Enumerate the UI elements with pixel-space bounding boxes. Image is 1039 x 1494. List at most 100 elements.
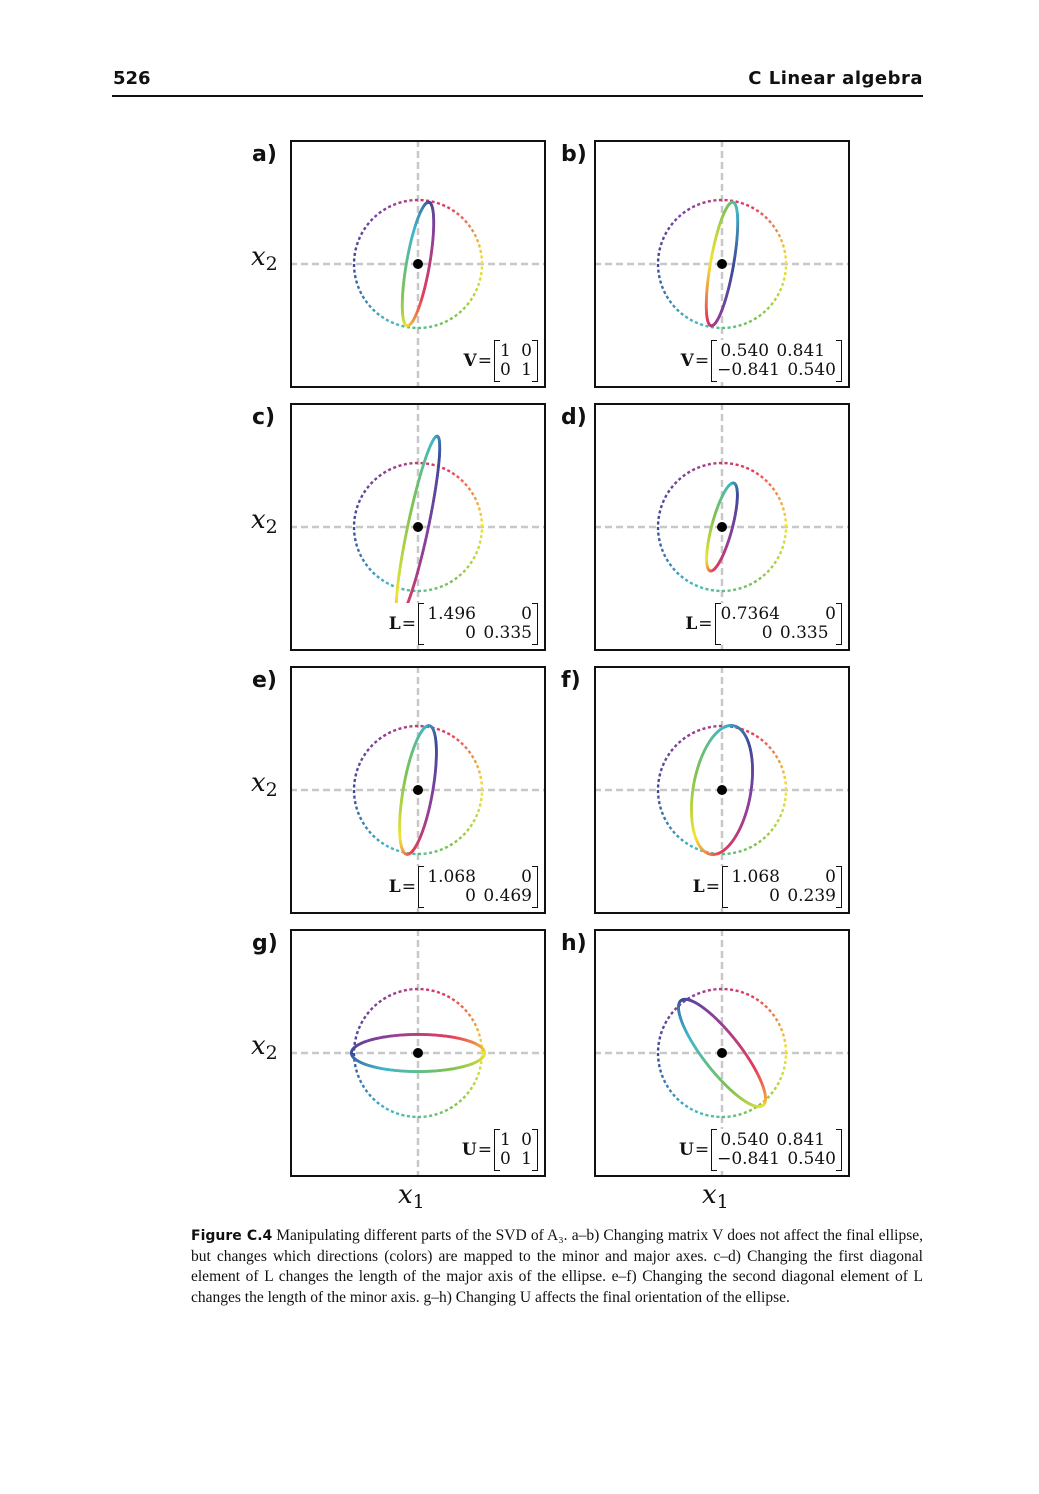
circle-segment <box>475 238 480 243</box>
transformed-ellipse <box>705 481 739 573</box>
circle-segment <box>475 501 480 506</box>
plot-panel: L = 1.496 0 0 0.335 <box>290 403 546 651</box>
y-label-sub: 2 <box>265 1042 278 1064</box>
panel-letter: d) <box>561 405 587 430</box>
circle-segment <box>666 226 671 231</box>
circle-segment <box>477 507 481 511</box>
circle-segment <box>371 834 376 839</box>
circle-segment <box>682 473 687 478</box>
origin-dot <box>413 785 423 795</box>
circle-segment <box>757 313 762 318</box>
circle-segment <box>473 759 478 764</box>
circle-segment <box>748 845 753 850</box>
matrix-cell: 0.540 <box>720 1130 770 1150</box>
circle-segment <box>777 759 782 764</box>
circle-segment <box>368 1093 372 1098</box>
circle-segment <box>748 1108 753 1113</box>
circle-segment <box>466 564 470 569</box>
transformed-ellipse <box>677 997 767 1109</box>
circle-segment <box>382 996 387 1001</box>
circle-segment <box>380 578 385 583</box>
circle-segment <box>740 464 745 468</box>
matrix-label: V = 1 0 0 1 <box>463 340 538 382</box>
circle-segment <box>738 849 742 853</box>
matrix-cell: 0.540 <box>787 1149 836 1169</box>
circle-segment <box>691 204 696 209</box>
circle-segment <box>675 834 680 839</box>
matrix-cell: 0 <box>825 867 836 887</box>
circle-segment <box>670 748 674 753</box>
circle-segment <box>753 579 758 584</box>
circle-segment <box>672 830 676 835</box>
origin-dot <box>413 522 423 532</box>
circle-segment <box>451 471 456 476</box>
circle-segment <box>390 1109 395 1114</box>
circle-segment <box>358 290 363 295</box>
circle-segment <box>660 1074 665 1079</box>
circle-segment <box>658 1036 662 1040</box>
circle-segment <box>684 315 689 320</box>
circle-segment <box>353 1063 357 1068</box>
plot-area <box>596 668 848 912</box>
circle-segment <box>382 207 387 212</box>
origin-dot <box>717 785 727 795</box>
circle-segment <box>677 214 682 218</box>
matrix-cell: 1 <box>500 1130 511 1150</box>
circle-segment <box>659 806 663 810</box>
origin-dot <box>413 259 423 269</box>
circle-segment <box>462 569 467 574</box>
circle-segment <box>360 231 364 236</box>
circle-segment <box>373 740 378 744</box>
circle-segment <box>778 287 783 292</box>
circle-segment <box>782 1066 786 1070</box>
circle-segment <box>673 743 678 748</box>
circle-segment <box>773 297 778 302</box>
circle-segment <box>759 212 764 216</box>
matrix-brackets: 0.540 0.841 −0.841 0.540 <box>711 1129 842 1171</box>
circle-segment <box>779 501 784 506</box>
circle-segment <box>755 734 760 739</box>
circle-segment <box>474 1076 479 1081</box>
x-label-sub: 1 <box>412 1191 425 1213</box>
circle-segment <box>387 467 392 472</box>
circle-segment <box>776 555 780 560</box>
circle-segment <box>732 1114 737 1118</box>
circle-segment <box>474 287 479 292</box>
matrix-cell: 1 <box>521 360 532 380</box>
circle-segment <box>776 1081 780 1086</box>
circle-segment <box>691 730 696 735</box>
circle-segment <box>385 581 390 585</box>
circle-segment <box>745 203 750 208</box>
circle-segment <box>665 1084 670 1089</box>
circle-segment <box>670 1011 674 1016</box>
circle-segment <box>755 997 760 1002</box>
circle-segment <box>354 1036 358 1040</box>
circle-segment <box>436 201 441 205</box>
circle-segment <box>680 1101 685 1105</box>
circle-segment <box>776 818 780 823</box>
circle-segment <box>401 1113 405 1117</box>
circle-segment <box>401 324 405 328</box>
circle-segment <box>779 1027 784 1032</box>
circle-segment <box>782 540 786 544</box>
matrix-cell: 0.239 <box>787 886 836 906</box>
circle-segment <box>475 764 480 769</box>
circle-segment <box>373 214 378 218</box>
circle-segment <box>439 847 444 852</box>
circle-segment <box>369 743 374 748</box>
circle-segment <box>378 999 383 1004</box>
circle-segment <box>369 1006 374 1011</box>
circle-segment <box>478 1066 482 1070</box>
matrix-cell: 0 <box>825 604 836 624</box>
matrix-cell: 1 <box>521 1149 532 1169</box>
figure-caption: Figure C.4 Manipulating different parts o… <box>191 1226 923 1308</box>
circle-segment <box>673 1006 678 1011</box>
y-label-var: x <box>251 505 266 535</box>
circle-segment <box>670 222 674 227</box>
circle-segment <box>753 316 758 321</box>
circle-segment <box>668 299 673 304</box>
circle-segment <box>475 1027 480 1032</box>
matrix-cell: 0 <box>465 886 476 906</box>
matrix-cell: 0.7364 <box>720 604 780 624</box>
circle-segment <box>660 285 665 290</box>
